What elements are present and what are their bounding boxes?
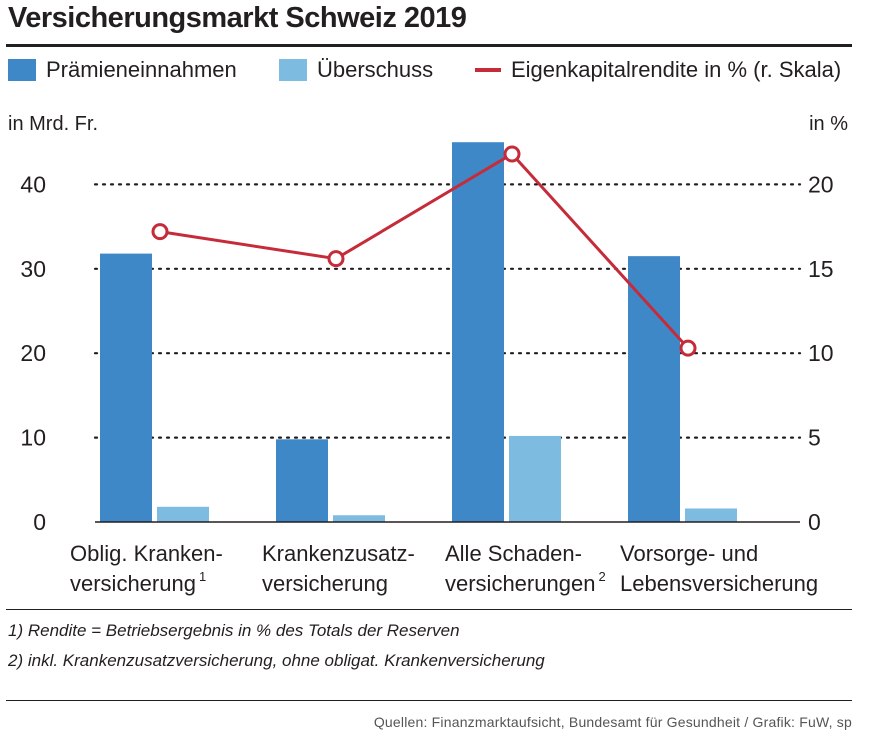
legend-swatch-secondary <box>279 59 307 81</box>
bar-ueberschuss-1 <box>333 515 385 522</box>
bar-praemien-2 <box>452 142 504 522</box>
legend-item-line: Eigenkapitalrendite in % (r. Skala) <box>475 57 841 83</box>
left-axis-unit: in Mrd. Fr. <box>8 113 99 135</box>
bar-ueberschuss-0 <box>157 506 209 522</box>
left-tick-label: 30 <box>20 256 46 282</box>
left-tick-label: 40 <box>20 171 46 197</box>
right-axis-ticks: 0 5 10 15 20 <box>808 171 834 535</box>
left-axis-ticks: 0 10 20 30 40 <box>20 171 46 535</box>
left-tick-label: 0 <box>33 509 46 535</box>
bar-ueberschuss-2 <box>509 435 561 522</box>
right-tick-label: 20 <box>808 171 834 197</box>
legend-label-primary: Prämieneinnahmen <box>46 57 237 82</box>
footnote-rule <box>6 609 852 610</box>
footnote-1: 1) Rendite = Betriebsergebnis in % des T… <box>8 621 460 640</box>
source-rule <box>6 700 852 701</box>
bar-praemien-1 <box>276 439 328 522</box>
category-label-0-line-0: Oblig. Kranken- <box>70 541 223 566</box>
right-tick-label: 0 <box>808 509 821 535</box>
legend-item-secondary: Überschuss <box>279 57 433 83</box>
bar-praemien-3 <box>628 256 680 522</box>
return-marker-1 <box>327 250 345 268</box>
legend-item-primary: Prämieneinnahmen <box>8 57 237 83</box>
category-footnote-marker: 1 <box>199 569 206 584</box>
category-label-3-line-1: Lebensversicherung <box>620 571 818 596</box>
category-label-2-line-1: versicherungen 2 <box>445 569 606 596</box>
category-label-2-line-0: Alle Schaden- <box>445 541 582 566</box>
chart-title: Versicherungsmarkt Schweiz 2019 <box>8 2 467 34</box>
category-label-1-line-0: Krankenzusatz- <box>262 541 415 566</box>
category-labels: Oblig. Kranken-versicherung 1Krankenzusat… <box>70 541 818 596</box>
left-tick-label: 10 <box>20 425 46 451</box>
right-tick-label: 10 <box>808 340 834 366</box>
legend-label-line: Eigenkapitalrendite in % (r. Skala) <box>511 57 842 82</box>
category-label-1-line-1: versicherung <box>262 571 388 596</box>
bar-praemien-0 <box>100 253 152 522</box>
bar-ueberschuss-3 <box>685 508 737 522</box>
category-label-3-line-0: Vorsorge- und <box>620 541 758 566</box>
legend: Prämieneinnahmen Überschuss Eigenkapital… <box>6 57 852 89</box>
category-label-0-line-1: versicherung 1 <box>70 569 206 596</box>
right-tick-label: 5 <box>808 425 821 451</box>
title-rule <box>6 44 852 47</box>
return-marker-0 <box>151 223 169 241</box>
source-credit: Quellen: Finanzmarktaufsicht, Bundesamt … <box>373 714 852 730</box>
legend-label-secondary: Überschuss <box>317 57 434 82</box>
grid-lines <box>93 183 802 439</box>
right-tick-label: 15 <box>808 256 834 282</box>
return-marker-3 <box>679 339 697 357</box>
return-marker-2 <box>503 145 521 163</box>
return-line <box>159 152 690 350</box>
return-line-series <box>151 145 697 357</box>
right-axis-unit: in % <box>809 113 848 135</box>
category-footnote-marker: 2 <box>598 569 605 584</box>
legend-swatch-line <box>475 68 501 72</box>
bars <box>100 142 737 522</box>
footnote-2: 2) inkl. Krankenzusatzversicherung, ohne… <box>8 651 545 670</box>
legend-swatch-primary <box>8 59 36 81</box>
left-tick-label: 20 <box>20 340 46 366</box>
